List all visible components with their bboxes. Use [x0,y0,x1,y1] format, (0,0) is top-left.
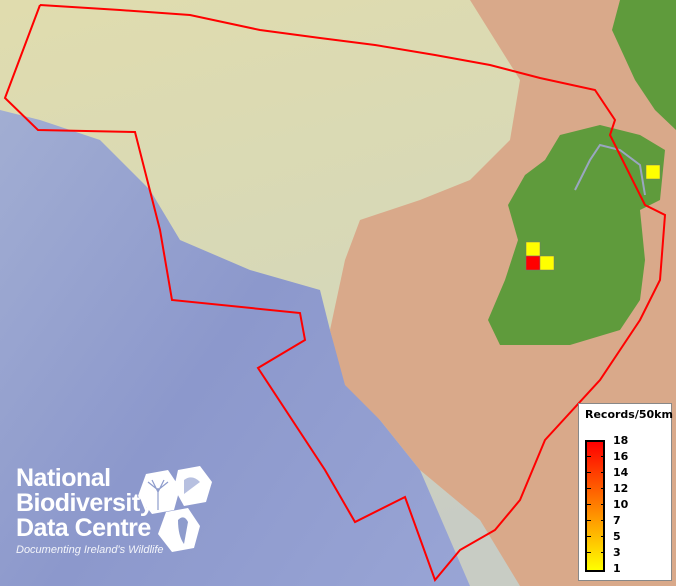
ireland-landmass [488,125,665,345]
britain-landmass [612,0,676,130]
legend-tick-label: 3 [613,546,621,559]
legend-tick-mark [587,504,591,505]
legend-tick-mark [601,552,605,553]
legend-tick-label: 7 [613,514,621,527]
legend-tick-label: 12 [613,482,629,495]
legend-title: Records/50km [585,408,673,421]
legend-tick-mark [601,520,605,521]
record-square[interactable] [525,241,541,257]
legend-tick-label: 1 [613,562,621,575]
legend-tick-mark [587,536,591,537]
legend-tick-mark [587,520,591,521]
color-ramp [585,440,605,572]
legend-tick-mark [601,456,605,457]
logo-hexagons-icon [138,466,212,552]
legend-tick-mark [601,536,605,537]
record-square[interactable] [525,255,541,271]
legend-tick-mark [601,504,605,505]
record-square[interactable] [539,255,555,271]
legend-tick-mark [587,488,591,489]
legend: Records/50km 18 16 14 12 10 7 5 3 1 [578,403,673,581]
legend-tick-mark [601,472,605,473]
legend-tick-mark [587,472,591,473]
legend-tick-mark [601,488,605,489]
logo-tagline: Documenting Ireland's Wildlife [16,544,164,556]
legend-tick-label: 14 [613,466,629,479]
legend-tick-mark [587,552,591,553]
boundary-line [3,4,667,582]
record-square[interactable] [645,164,661,180]
border-line [574,143,646,196]
record-squares [525,164,661,271]
nbdc-logo: National Biodiversity Data Centre Docume… [16,464,212,556]
logo-line3: Data Centre [16,514,151,542]
legend-tick-label: 10 [613,498,629,511]
legend-tick-label: 16 [613,450,629,463]
logo-line1: National [16,464,111,492]
legend-tick-label: 5 [613,530,621,543]
logo-line2: Biodiversity [16,489,154,517]
legend-tick-label: 18 [613,434,629,447]
legend-tick-mark [587,456,591,457]
